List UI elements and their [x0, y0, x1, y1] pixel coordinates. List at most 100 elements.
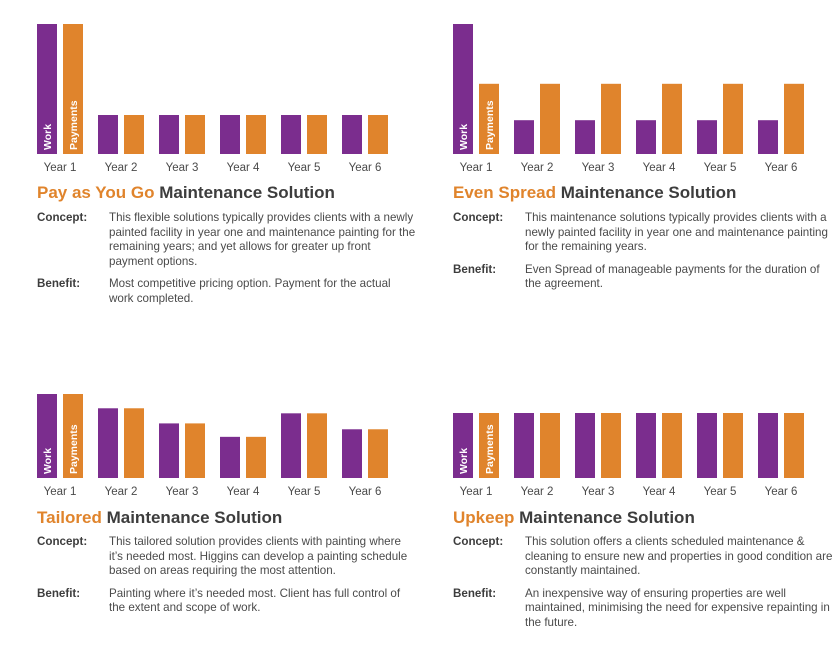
series-label-work: Work [42, 448, 54, 474]
series-label-payments: Payments [68, 424, 80, 474]
bar-work-year-3 [159, 423, 179, 478]
bar-work-year-3 [575, 120, 595, 154]
bar-payments-year-2 [124, 408, 144, 478]
panel-description: Concept: This maintenance solutions typi… [453, 211, 833, 300]
tick-label: Year 1 [460, 162, 493, 174]
series-label-work: Work [42, 124, 54, 150]
title-accent: Upkeep [453, 508, 515, 527]
bar-payments-year-4 [662, 413, 682, 478]
tick-label: Year 3 [166, 162, 199, 174]
bar-work-year-2 [98, 408, 118, 478]
tick-label: Year 2 [521, 486, 554, 498]
bar-payments-year-1 [63, 24, 83, 154]
panel-title: Even Spread Maintenance Solution [453, 183, 736, 203]
concept-text: This flexible solutions typically provid… [109, 211, 416, 268]
bar-work-year-3 [159, 115, 179, 154]
benefit-text: Painting where it’s needed most. Client … [109, 586, 401, 615]
concept-label: Concept: [37, 211, 88, 224]
bar-work-year-5 [281, 115, 301, 154]
bar-payments-year-2 [124, 115, 144, 154]
bar-payments-year-6 [784, 413, 804, 478]
bar-work-year-2 [514, 120, 534, 154]
bar-payments-year-1 [479, 413, 499, 478]
bar-chart-svg: Work Payments Year 1 Year 2 Year 3 Year 4 Year… [37, 24, 388, 174]
bar-work-year-1 [37, 24, 57, 154]
benefit-label: Benefit: [453, 262, 497, 276]
benefit-text: Even Spread of manageable payments for t… [525, 262, 820, 291]
benefit-text: Most competitive pricing option. Payment… [109, 277, 391, 305]
bar-chart-svg: Work Payments Year 1 Year 2 Year 3 Year 4 Year… [453, 413, 804, 498]
concept-text: This solution offers a clients scheduled… [525, 535, 833, 578]
bar-work-year-6 [342, 429, 362, 478]
tick-label: Year 5 [288, 162, 321, 174]
title-rest: Maintenance Solution [514, 508, 695, 527]
series-label-payments: Payments [68, 100, 80, 150]
panel-description: Concept: This tailored solution provides… [37, 535, 417, 624]
series-label-work: Work [458, 124, 470, 150]
title-accent: Pay as You Go [37, 183, 155, 202]
tick-label: Year 4 [227, 162, 260, 174]
bar-work-year-5 [281, 413, 301, 478]
chart-pay-as-you-go: Work Payments Year 1 Year 2 Year 3 Year 4 Year… [37, 24, 417, 176]
bar-work-year-6 [758, 413, 778, 478]
bar-payments-year-3 [185, 115, 205, 154]
concept-label: Concept: [37, 535, 88, 548]
concept-text: This maintenance solutions typically pro… [525, 211, 828, 254]
bar-payments-year-4 [662, 83, 682, 154]
concept-label: Concept: [453, 211, 504, 224]
title-rest: Maintenance Solution [101, 508, 283, 527]
tick-label: Year 6 [349, 162, 382, 174]
concept-row: Concept: This flexible solutions typical… [37, 211, 417, 269]
bar-work-year-6 [342, 115, 362, 154]
bar-work-year-3 [575, 413, 595, 478]
bar-payments-year-5 [307, 413, 327, 478]
panel-description: Concept: This solution offers a clients … [453, 535, 833, 639]
bar-chart-svg: Work Payments Year 1 Year 2 Year 3 Year 4 Year… [37, 394, 388, 498]
series-label-work: Work [458, 448, 470, 474]
title-accent: Even Spread [453, 183, 556, 202]
tick-label: Year 4 [643, 486, 676, 498]
bar-work-year-4 [220, 115, 240, 154]
benefit-row: Benefit: Even Spread of manageable payme… [453, 263, 833, 292]
tick-label: Year 6 [765, 486, 798, 498]
benefit-label: Benefit: [37, 277, 81, 291]
panel-description: Concept: This flexible solutions typical… [37, 211, 417, 315]
tick-label: Year 3 [582, 486, 615, 498]
concept-row: Concept: This tailored solution provides… [37, 535, 417, 579]
bar-payments-year-1 [63, 394, 83, 478]
concept-row: Concept: This maintenance solutions typi… [453, 211, 833, 255]
bar-work-year-4 [220, 436, 240, 478]
bar-payments-year-2 [540, 413, 560, 478]
panel-title: Upkeep Maintenance Solution [453, 508, 695, 528]
bar-payments-year-6 [368, 115, 388, 154]
bar-payments-year-3 [601, 413, 621, 478]
bar-work-year-2 [98, 115, 118, 154]
bar-payments-year-3 [601, 83, 621, 154]
tick-label: Year 6 [765, 162, 798, 174]
benefit-row: Benefit: Painting where it’s needed most… [37, 587, 417, 616]
bar-work-year-2 [514, 413, 534, 478]
bar-payments-year-5 [307, 115, 327, 154]
series-label-payments: Payments [484, 424, 496, 474]
bar-payments-year-4 [246, 115, 266, 154]
bar-chart-svg: Work Payments Year 1 Year 2 Year 3 Year 4 Year… [453, 24, 804, 174]
title-accent: Tailored [37, 508, 102, 527]
tick-label: Year 1 [460, 486, 493, 498]
tick-label: Year 1 [44, 486, 77, 498]
bar-payments-year-6 [368, 429, 388, 478]
bar-work-year-1 [453, 413, 473, 478]
benefit-label: Benefit: [453, 586, 497, 600]
title-rest: Maintenance Solution [556, 183, 737, 202]
benefit-label: Benefit: [37, 586, 81, 600]
panel-title: Pay as You Go Maintenance Solution [37, 183, 335, 203]
tick-label: Year 2 [105, 162, 138, 174]
bar-work-year-6 [758, 120, 778, 154]
title-rest: Maintenance Solution [154, 183, 335, 202]
chart-tailored: Work Payments Year 1 Year 2 Year 3 Year 4 Year… [37, 394, 417, 500]
bar-work-year-1 [453, 24, 473, 154]
tick-label: Year 5 [288, 486, 321, 498]
bar-payments-year-3 [185, 423, 205, 478]
chart-upkeep: Work Payments Year 1 Year 2 Year 3 Year 4 Year… [453, 413, 833, 500]
bar-work-year-1 [37, 394, 57, 478]
tick-label: Year 3 [582, 162, 615, 174]
